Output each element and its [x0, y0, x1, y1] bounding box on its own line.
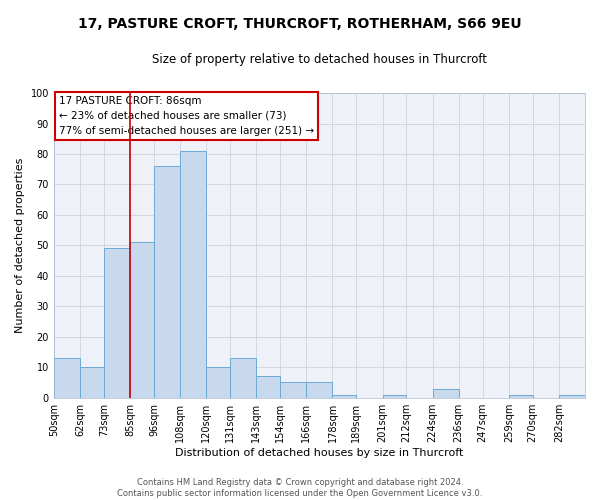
Bar — [130, 242, 154, 398]
Bar — [206, 367, 230, 398]
Bar — [54, 358, 80, 398]
Bar — [280, 382, 307, 398]
Text: 17, PASTURE CROFT, THURCROFT, ROTHERHAM, S66 9EU: 17, PASTURE CROFT, THURCROFT, ROTHERHAM,… — [78, 18, 522, 32]
Title: Size of property relative to detached houses in Thurcroft: Size of property relative to detached ho… — [152, 52, 487, 66]
Bar — [307, 382, 332, 398]
Text: 17 PASTURE CROFT: 86sqm
← 23% of detached houses are smaller (73)
77% of semi-de: 17 PASTURE CROFT: 86sqm ← 23% of detache… — [59, 96, 314, 136]
Bar — [509, 394, 533, 398]
Bar — [383, 394, 406, 398]
Bar — [433, 388, 459, 398]
Bar — [559, 394, 585, 398]
X-axis label: Distribution of detached houses by size in Thurcroft: Distribution of detached houses by size … — [175, 448, 464, 458]
Bar — [180, 151, 206, 398]
Bar — [154, 166, 180, 398]
Y-axis label: Number of detached properties: Number of detached properties — [15, 158, 25, 333]
Bar — [80, 367, 104, 398]
Bar — [256, 376, 280, 398]
Text: Contains HM Land Registry data © Crown copyright and database right 2024.
Contai: Contains HM Land Registry data © Crown c… — [118, 478, 482, 498]
Bar — [332, 394, 356, 398]
Bar — [230, 358, 256, 398]
Bar — [104, 248, 130, 398]
